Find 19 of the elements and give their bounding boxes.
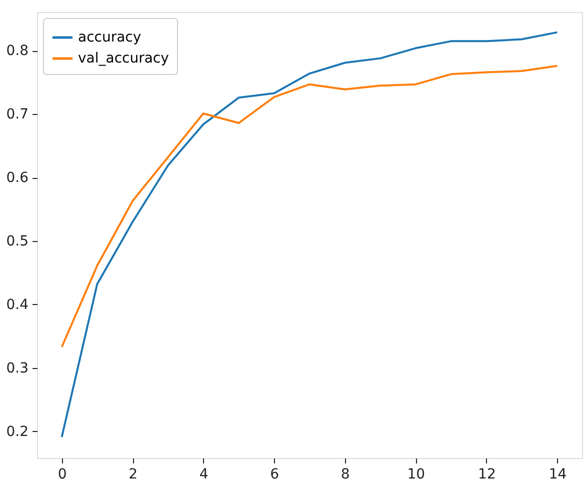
line-series bbox=[60, 31, 558, 438]
x-tick-label: 0 bbox=[58, 466, 67, 482]
y-tick-label: 0.3 bbox=[6, 360, 28, 376]
y-tick-label: 0.8 bbox=[6, 43, 28, 60]
line-series bbox=[60, 64, 558, 348]
x-tick-label: 10 bbox=[407, 466, 426, 482]
x-tick-label: 8 bbox=[340, 466, 350, 482]
legend-label: accuracy bbox=[78, 30, 142, 46]
legend-label: val_accuracy bbox=[78, 50, 169, 66]
y-tick-label: 0.6 bbox=[6, 170, 29, 186]
y-tick-label: 0.5 bbox=[6, 234, 28, 250]
x-tick-label: 4 bbox=[199, 466, 208, 482]
y-tick-label: 0.4 bbox=[6, 296, 29, 313]
y-tick-label: 0.2 bbox=[6, 424, 28, 440]
x-tick-label: 2 bbox=[128, 466, 138, 482]
y-tick-label: 0.7 bbox=[6, 106, 28, 123]
x-tick-label: 14 bbox=[548, 466, 567, 482]
x-tick-label: 12 bbox=[478, 466, 496, 482]
x-tick-label: 6 bbox=[270, 466, 280, 482]
